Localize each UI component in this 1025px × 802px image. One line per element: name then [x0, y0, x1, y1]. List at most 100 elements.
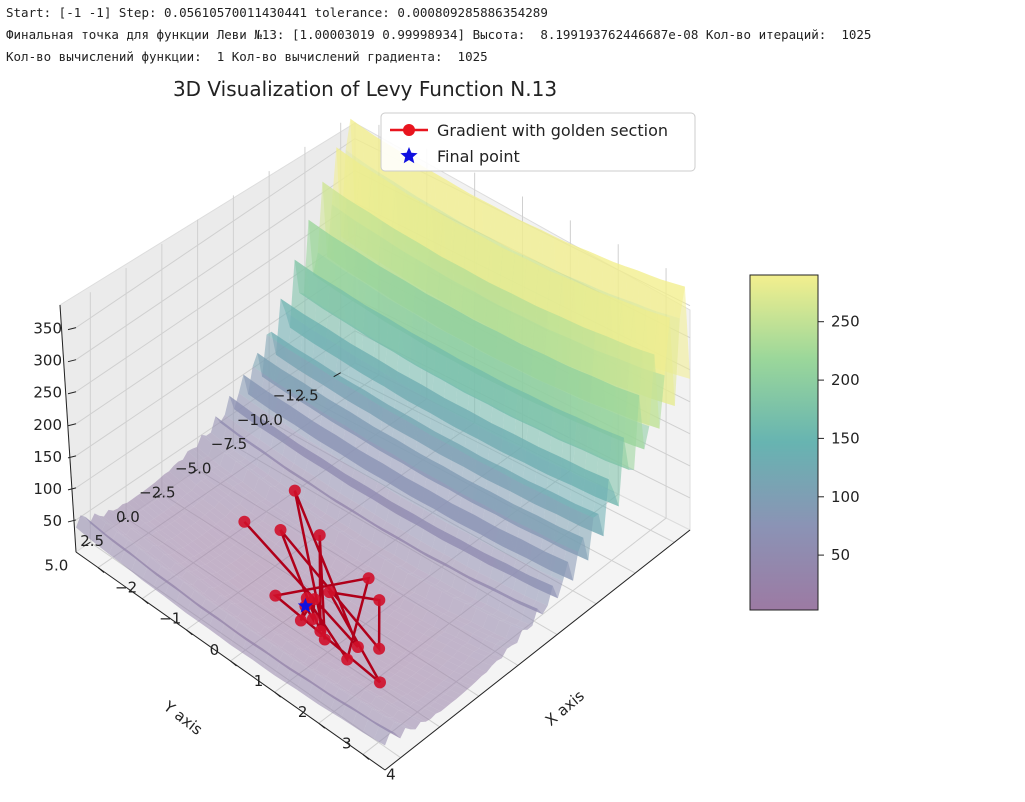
surface-cell: [268, 612, 284, 622]
surface-cell: [393, 657, 410, 667]
surface-cell: [450, 685, 467, 695]
surface-cell: [438, 553, 456, 569]
surface-cell: [404, 716, 421, 730]
surface-cell: [238, 622, 255, 633]
surface-cell: [143, 550, 160, 561]
surface-cell: [570, 503, 587, 513]
surface-cell: [368, 615, 385, 626]
surface-cell: [301, 676, 318, 686]
surface-cell: [285, 584, 302, 597]
surface-cell: [581, 508, 599, 518]
surface-cell: [409, 716, 426, 722]
surface-cell: [487, 614, 505, 621]
surface-cell: [505, 625, 523, 643]
surface-cell: [231, 461, 248, 482]
surface-cell: [193, 502, 210, 515]
surface-cell: [372, 658, 389, 669]
surface-cell: [194, 553, 211, 565]
surface-cell: [99, 515, 115, 526]
surface-cell: [413, 700, 430, 709]
surface-cell: [442, 591, 459, 598]
surface-cell: [334, 698, 351, 707]
surface-cell: [188, 584, 205, 594]
surface-cell: [508, 589, 525, 605]
surface-cell: [493, 528, 510, 554]
surface-cell: [464, 656, 481, 668]
z-axis-line: [59, 304, 77, 553]
surface-cell: [357, 419, 374, 441]
surface-cell: [232, 616, 249, 625]
surface-cell: [165, 568, 182, 578]
console-line-final-point: Финальная точка для функции Леви №13: [1…: [6, 27, 872, 42]
surface-cell: [171, 484, 187, 498]
z-tick-label: 100: [33, 480, 62, 498]
surface-cell: [135, 558, 152, 570]
surface-cell: [291, 639, 308, 650]
surface-cell: [264, 360, 281, 383]
surface-cell: [248, 580, 265, 591]
surface-cell: [265, 639, 282, 648]
surface-cell: [173, 548, 190, 562]
surface-cell: [204, 587, 220, 602]
surface-cell: [294, 444, 311, 471]
surface-cell: [286, 640, 303, 650]
surface-cell: [500, 212, 518, 251]
surface-cell: [159, 554, 176, 570]
z-tick-label: 300: [33, 352, 62, 370]
surface-cell: [206, 432, 223, 445]
surface-cell: [260, 499, 277, 510]
surface-cell: [433, 684, 450, 694]
surface-cell: [242, 610, 259, 620]
surface-cell: [427, 607, 444, 618]
surface-cell: [366, 648, 383, 659]
surface-cell: [247, 412, 265, 440]
surface-cell: [150, 557, 166, 569]
surface-cell: [437, 665, 454, 677]
surface-cell: [388, 717, 405, 724]
surface-cell: [247, 469, 264, 479]
surface-cell: [402, 634, 419, 644]
surface-cell: [201, 478, 218, 490]
z-tick-mark: [67, 455, 77, 459]
surface-cell: [397, 696, 414, 708]
surface-cell: [490, 558, 507, 584]
y-tick-label: −5.0: [175, 459, 211, 477]
surface-cell: [196, 480, 213, 494]
surface-cell: [234, 589, 251, 598]
surface-cell: [460, 676, 477, 686]
surface-cell: [500, 638, 518, 646]
surface-cell: [484, 635, 501, 645]
surface-cell: [584, 251, 602, 289]
surface-cell: [300, 666, 317, 684]
surface-cell: [269, 625, 286, 635]
surface-cell: [378, 604, 395, 616]
surface-cell: [323, 648, 341, 657]
surface-cell: [371, 397, 389, 408]
surface-cell: [461, 624, 478, 634]
surface-cell: [488, 462, 505, 472]
surface-cell: [145, 557, 162, 576]
surface-cell: [430, 431, 447, 441]
surface-cell: [551, 556, 568, 582]
surface-cell: [322, 524, 339, 545]
surface-cell: [229, 450, 246, 462]
surface-cell: [325, 496, 342, 521]
y-axis-label: Y axis: [159, 697, 206, 739]
surface-cell: [337, 503, 354, 528]
surface-cell: [189, 556, 206, 566]
y-tick-mark: [118, 517, 127, 523]
surface-cell: [110, 524, 127, 535]
surface-cell: [415, 601, 433, 611]
surface-cell: [388, 592, 405, 608]
surface-cell: [389, 555, 407, 567]
surface-cell: [151, 531, 168, 544]
surface-cell: [242, 469, 259, 491]
surface-cell: [300, 470, 317, 487]
surface-cell: [173, 501, 189, 514]
surface-cell: [215, 555, 232, 567]
surface-cell: [316, 673, 333, 683]
surface-cell: [328, 645, 345, 656]
surface-cell: [242, 568, 259, 581]
surface-cell: [457, 645, 475, 657]
